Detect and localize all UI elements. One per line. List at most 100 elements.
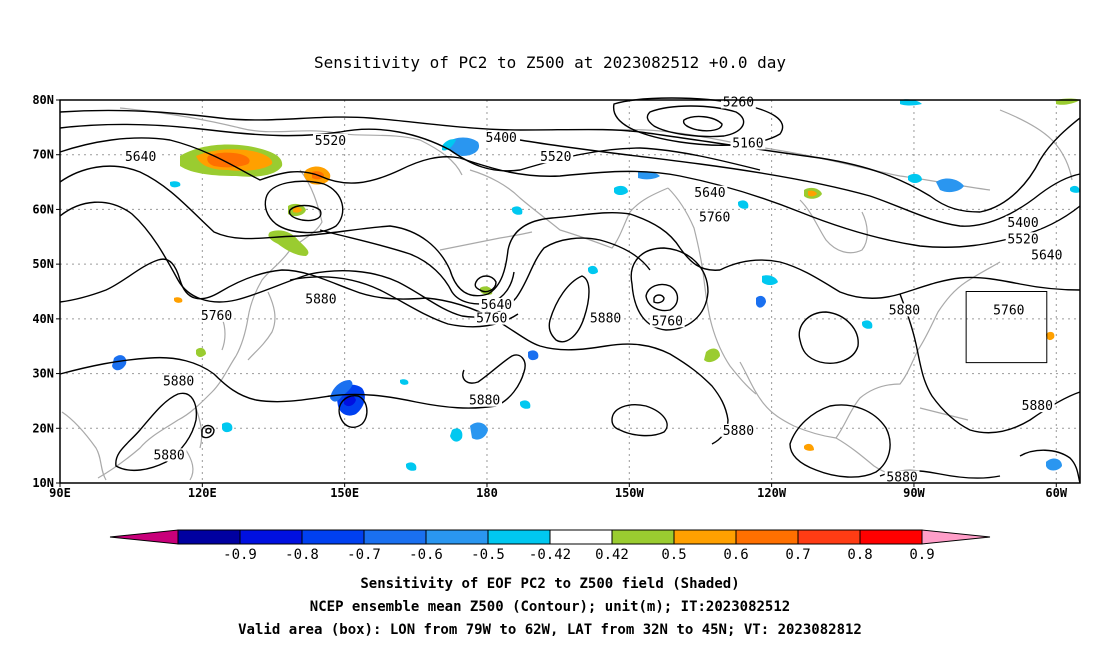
colorbar-bin bbox=[425, 529, 489, 545]
colorbar-label: 0.6 bbox=[723, 547, 748, 563]
shade-positive-atlantic bbox=[1046, 331, 1055, 341]
contour-label: 5640 bbox=[125, 150, 156, 165]
footer-line-3: Valid area (box): LON from 79W to 62W, L… bbox=[238, 622, 862, 638]
lon-label: 150E bbox=[330, 486, 359, 500]
contour-label-bg bbox=[313, 133, 348, 147]
coastline-us-east bbox=[917, 261, 1001, 351]
contour-label-bg bbox=[538, 150, 574, 164]
contour-label-bg bbox=[1019, 399, 1055, 413]
lon-label: 150W bbox=[615, 486, 645, 500]
shade-negative-arctic bbox=[900, 99, 922, 106]
shade-negative-pacific-2 bbox=[450, 428, 463, 442]
colorbar-bin bbox=[487, 529, 551, 545]
contour-label-bg bbox=[303, 292, 339, 306]
map-frame bbox=[59, 99, 1081, 484]
coastline-siberia bbox=[119, 107, 463, 176]
colorbar-bin bbox=[859, 529, 923, 545]
coastline-mexico bbox=[739, 361, 837, 439]
shade-negative-ak-small bbox=[614, 185, 628, 195]
contour-label: 5520 bbox=[315, 134, 346, 149]
contour-label-bg bbox=[474, 311, 510, 325]
coastline-gulf bbox=[835, 349, 919, 439]
contour-label: 5880 bbox=[1022, 399, 1053, 414]
colorbar-bin bbox=[301, 529, 365, 545]
shade-negative-caribbean bbox=[1046, 458, 1062, 471]
shade-positive-kamchatka-inner bbox=[293, 206, 302, 213]
shade-negative-scatter-9 bbox=[862, 320, 873, 329]
shade-negative-scatter-8 bbox=[512, 206, 523, 215]
contour-label: 5880 bbox=[153, 448, 184, 463]
contour-label: 5400 bbox=[1007, 216, 1038, 231]
lat-label: 70N bbox=[32, 148, 54, 162]
colorbar-bin bbox=[363, 529, 427, 545]
contour-label: 5760 bbox=[699, 210, 730, 225]
contour-label: 5760 bbox=[476, 312, 507, 327]
contour-5880-mexico bbox=[789, 404, 891, 478]
coastline-china bbox=[97, 355, 237, 479]
contour-polar-low-outer bbox=[613, 97, 784, 146]
contour-5880-tropics-asia bbox=[115, 392, 198, 472]
contour-label-bg bbox=[692, 185, 728, 199]
coastline-kamchatka bbox=[235, 169, 323, 357]
lat-label: 80N bbox=[32, 93, 54, 107]
contour-label-bg bbox=[1005, 232, 1041, 246]
contour-label: 5880 bbox=[469, 394, 500, 409]
contour-5400-closed bbox=[288, 204, 322, 222]
latitude-labels: 80N 70N 60N 50N 40N 30N 20N 10N bbox=[32, 93, 60, 490]
lon-label: 90W bbox=[903, 486, 925, 500]
shade-positive-manchuria bbox=[196, 347, 206, 357]
shade-negative-scatter-2 bbox=[520, 400, 531, 409]
coastlines bbox=[61, 107, 1073, 481]
shade-negative-labrador-2 bbox=[908, 173, 922, 183]
contour-5880-east bbox=[719, 259, 1081, 299]
contour-label: 5160 bbox=[732, 137, 763, 152]
contour-label-bg bbox=[887, 303, 922, 317]
colorbar-bin bbox=[239, 529, 303, 545]
contour-5880-atlantic-low bbox=[1019, 449, 1081, 484]
lat-label: 60N bbox=[32, 202, 54, 216]
coastline-na-west bbox=[667, 187, 757, 395]
colorbar-label: -0.9 bbox=[223, 547, 257, 563]
shade-positive-canada-inner bbox=[808, 190, 817, 197]
coastline-alaska bbox=[469, 169, 669, 249]
coastline-japan bbox=[247, 291, 276, 361]
shade-positive-scatter-3 bbox=[804, 443, 814, 451]
contour-label: 5640 bbox=[1031, 249, 1062, 264]
lat-label: 40N bbox=[32, 312, 54, 326]
lon-label: 90E bbox=[49, 486, 71, 500]
shade-negative-scatter-3 bbox=[400, 379, 409, 385]
contour-label-bg bbox=[199, 308, 234, 322]
contour-label: 5520 bbox=[540, 150, 571, 165]
shade-negative-pacific-1 bbox=[470, 422, 488, 440]
contour-label-bg bbox=[151, 448, 187, 462]
contour-northern-2 bbox=[59, 123, 761, 172]
contour-label-bg bbox=[483, 131, 519, 145]
colorbar: -0.9 -0.8 -0.7 -0.6 -0.5 -0.42 0.42 0.5 0.6 0.7 0.… bbox=[109, 529, 991, 563]
coastline-indochina bbox=[61, 411, 107, 481]
contour-5880-mid-pacific bbox=[548, 275, 590, 343]
contour-cutoff-bering bbox=[474, 275, 497, 293]
colorbar-above-triangle bbox=[921, 529, 991, 545]
shade-negative-scatter-1 bbox=[170, 181, 181, 188]
shade-negative-bering bbox=[447, 137, 480, 156]
shade-negative-rockies bbox=[756, 295, 766, 308]
contour-label: 5640 bbox=[481, 298, 512, 313]
shade-positive-scatter-1 bbox=[174, 297, 183, 303]
longitude-labels: 90E 120E 150E 180 150W 120W 90W 60W bbox=[49, 483, 1068, 500]
contour-5880-main bbox=[59, 258, 729, 445]
contour-northern-1 bbox=[59, 109, 641, 133]
contour-cutoff-pacific-inner bbox=[645, 283, 679, 312]
contour-label: 5880 bbox=[590, 312, 621, 327]
lat-label: 30N bbox=[32, 367, 54, 381]
contour-label-bg bbox=[721, 423, 756, 437]
contour-label-bg bbox=[730, 136, 766, 150]
shade-negative-scatter-4 bbox=[528, 350, 539, 361]
contour-label: 5880 bbox=[723, 424, 754, 439]
contour-5880-subtrop bbox=[59, 354, 526, 409]
contour-label-bg bbox=[1005, 215, 1041, 229]
contour-label: 5520 bbox=[1007, 232, 1038, 247]
colorbar-label: -0.5 bbox=[471, 547, 505, 563]
lat-label: 50N bbox=[32, 257, 54, 271]
